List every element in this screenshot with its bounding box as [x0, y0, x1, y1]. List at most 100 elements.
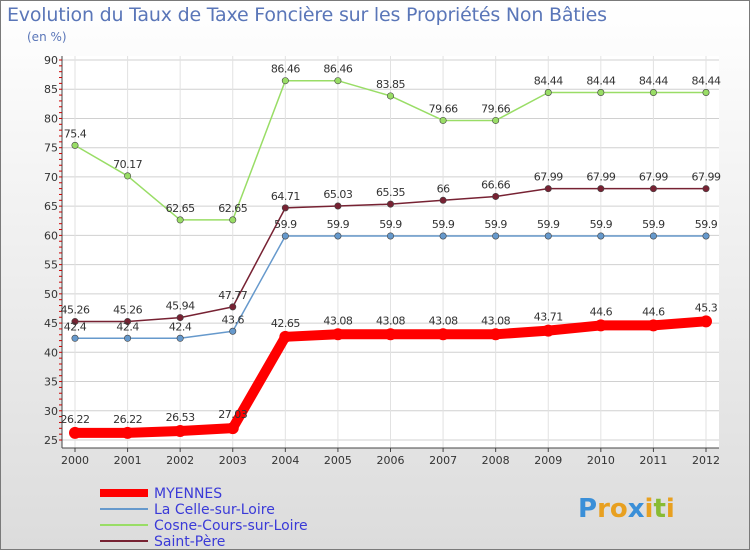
data-label: 70.17 — [113, 158, 142, 171]
grid — [62, 56, 719, 448]
data-label: 59.9 — [590, 218, 613, 231]
data-point — [229, 303, 237, 311]
data-label: 26.22 — [113, 413, 142, 426]
y-tick-label: 45 — [44, 317, 58, 330]
data-point — [229, 216, 237, 224]
data-label: 43.08 — [376, 314, 405, 327]
data-point — [594, 319, 607, 332]
chart-title: Evolution du Taux de Taxe Foncière sur l… — [7, 4, 607, 26]
data-point — [597, 89, 605, 97]
logo-letter: r — [597, 494, 610, 524]
data-label: 75.4 — [64, 127, 87, 140]
x-tick-label: 2007 — [429, 454, 457, 467]
data-point — [702, 185, 710, 193]
axes: 25 30 35 40 45 50 55 60 65 70 75 80 85 90 2000 2001 2002… — [44, 54, 720, 467]
data-label: 45.94 — [166, 300, 195, 313]
x-tick-label: 2006 — [377, 454, 405, 467]
logo-letter: t — [653, 494, 665, 524]
y-tick-label: 50 — [44, 288, 58, 301]
data-point — [492, 232, 500, 240]
data-label: 43.6 — [222, 313, 245, 326]
data-label: 79.66 — [429, 102, 458, 115]
data-point — [700, 315, 712, 328]
logo-letter: i — [645, 494, 654, 524]
data-label: 84.44 — [639, 75, 668, 88]
x-tick-label: 2012 — [692, 454, 720, 467]
y-tick-label: 40 — [44, 346, 58, 359]
data-point — [542, 324, 555, 337]
data-point — [69, 426, 81, 439]
x-tick-label: 2005 — [324, 454, 352, 467]
data-label: 47.77 — [218, 289, 247, 302]
data-label: 44.6 — [590, 305, 613, 318]
legend-entry-label: Saint-Père — [154, 534, 225, 550]
data-point — [649, 89, 657, 97]
data-point — [439, 116, 447, 124]
data-point — [124, 318, 132, 326]
data-point — [439, 232, 447, 240]
x-tick-label: 2000 — [61, 454, 89, 467]
data-label: 86.46 — [271, 63, 300, 76]
data-point — [281, 204, 289, 212]
data-point — [702, 232, 710, 240]
data-label: 67.99 — [692, 171, 721, 184]
data-point — [544, 232, 552, 240]
data-label: 59.9 — [432, 218, 455, 231]
data-point — [124, 172, 132, 180]
data-label: 65.03 — [323, 188, 352, 201]
data-point — [331, 328, 344, 341]
y-tick-label: 90 — [44, 54, 58, 67]
data-label: 59.9 — [642, 218, 665, 231]
data-point — [124, 334, 132, 342]
x-tick-label: 2001 — [114, 454, 142, 467]
data-point — [489, 328, 502, 341]
data-label: 59.9 — [274, 218, 297, 231]
data-label: 67.99 — [586, 171, 615, 184]
data-point — [71, 318, 79, 326]
data-label: 42.4 — [169, 320, 192, 333]
data-label: 84.44 — [692, 75, 721, 88]
data-point — [386, 200, 394, 208]
data-label: 86.46 — [323, 63, 352, 76]
y-tick-label: 70 — [44, 171, 58, 184]
data-point — [279, 330, 292, 343]
data-point — [281, 77, 289, 85]
data-point — [71, 334, 79, 342]
data-point — [597, 232, 605, 240]
data-label: 65.35 — [376, 186, 405, 199]
data-label: 43.71 — [534, 311, 563, 324]
data-point — [229, 327, 237, 335]
data-point — [176, 314, 184, 322]
data-label: 42.4 — [116, 320, 139, 333]
data-label: 59.9 — [327, 218, 350, 231]
legend-entry-label: Cosne-Cours-sur-Loire — [154, 518, 308, 534]
y-tick-label: 65 — [44, 200, 58, 213]
data-point — [71, 141, 79, 149]
data-label: 45.3 — [695, 301, 718, 314]
x-tick-label: 2003 — [219, 454, 247, 467]
data-point — [281, 232, 289, 240]
y-tick-label: 35 — [44, 376, 58, 389]
data-label: 59.9 — [484, 218, 507, 231]
data-label: 84.44 — [586, 75, 615, 88]
data-point — [121, 426, 134, 439]
data-label: 44.6 — [642, 305, 665, 318]
data-label: 42.65 — [271, 317, 300, 330]
data-point — [492, 192, 500, 200]
data-label: 66 — [437, 182, 450, 195]
data-label: 67.99 — [639, 171, 668, 184]
data-label: 26.22 — [61, 413, 90, 426]
chart-subtitle: (en %) — [27, 30, 67, 44]
data-label: 62.65 — [218, 202, 247, 215]
x-tick-label: 2010 — [587, 454, 615, 467]
data-labels: 75.4 70.17 62.65 62.65 86.46 86.46 83.85 79.66 7… — [61, 63, 722, 426]
x-tick-label: 2009 — [534, 454, 562, 467]
logo-letter: P — [578, 494, 597, 524]
y-tick-label: 75 — [44, 142, 58, 155]
y-tick-label: 55 — [44, 259, 58, 272]
y-tick-label: 80 — [44, 112, 58, 125]
data-point — [544, 185, 552, 193]
data-label: 62.65 — [166, 202, 195, 215]
